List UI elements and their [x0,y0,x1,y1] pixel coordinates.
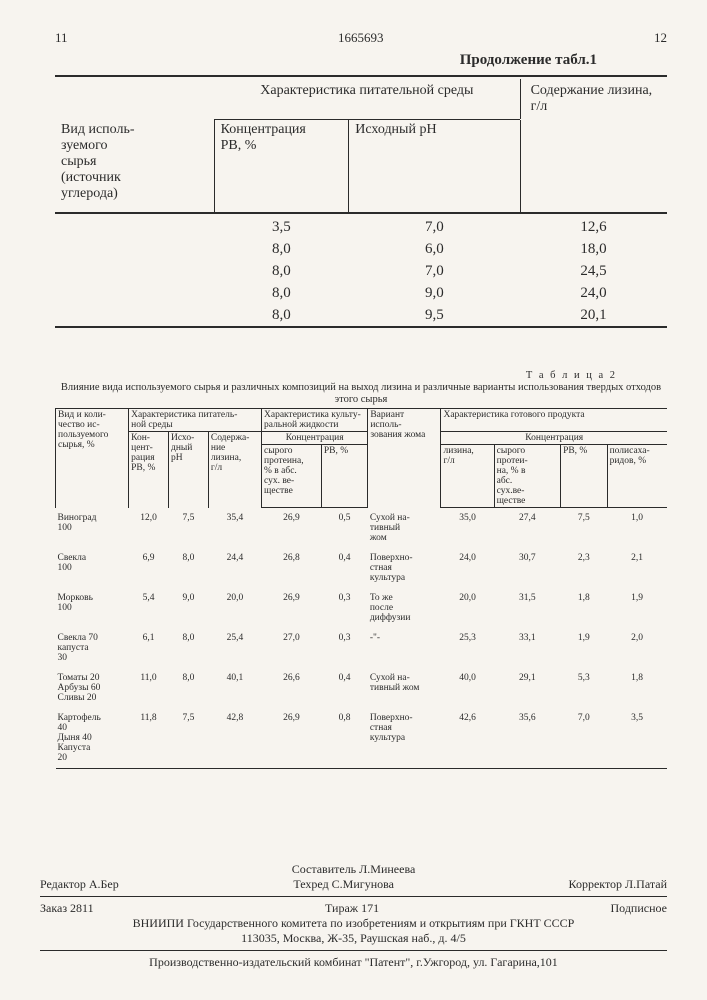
t1-media-header: Характеристика питательной среды [214,79,520,119]
table1-row: 3,57,012,6 [55,216,667,238]
table2-row: Виноград 10012,07,535,426,90,5Сухой на- … [56,508,668,548]
table1-row: 8,06,018,0 [55,238,667,260]
footer-corr: Корректор Л.Патай [569,877,667,892]
footer-editor: Редактор А.Бер [40,877,119,892]
table1-row: 8,09,520,1 [55,304,667,327]
page-left: 11 [55,30,68,46]
page-center: 1665693 [338,30,384,46]
t1-col-ph: Исходный pH [349,120,520,213]
table2-row: Томаты 20 Арбузы 60 Сливы 2011,08,040,12… [56,668,668,708]
footer: Составитель Л.Минеева Редактор А.Бер Тех… [40,862,667,970]
page-header: 11 1665693 12 [55,30,667,46]
footer-tiraz: Тираж 171 [325,901,379,916]
table1-row: 8,09,024,0 [55,282,667,304]
footer-compiler: Составитель Л.Минеева [40,862,667,877]
table2-row: Картофель 40 Дыня 40 Капуста 2011,87,542… [56,708,668,769]
table2-label: Т а б л и ц а 2 [55,370,617,382]
t1-lys-header: Содержание лизина, г/л [520,79,667,119]
table2-label-caption: Т а б л и ц а 2 Влияние вида используемо… [55,370,667,406]
table2-row: Морковь 1005,49,020,026,90,3То же после … [56,588,668,628]
footer-order: Заказ 2811 [40,901,94,916]
t1-col-conc: Концентрация РВ, % [214,120,349,213]
page-right: 12 [654,30,667,46]
footer-addr: 113035, Москва, Ж-35, Раушская наб., д. … [40,931,667,946]
table2: Вид и коли- чество ис- пользуемого сырья… [55,408,667,769]
footer-sub: Подписное [611,901,668,916]
t1-col-source: Вид исполь- зуемого сырья (источник угле… [55,120,214,213]
table1-row: 8,07,024,5 [55,260,667,282]
table2-caption: Влияние вида используемого сырья и разли… [61,382,661,405]
table1-continuation: Продолжение табл.1 [55,52,597,69]
table2-row: Свекла 70 капуста 306,18,025,427,00,3-"-… [56,628,668,668]
table1: Характеристика питательной среды Содержа… [55,75,667,330]
footer-org: ВНИИПИ Государственного комитета по изоб… [40,916,667,931]
table2-row: Свекла 1006,98,024,426,80,4Поверхно- стн… [56,548,668,588]
footer-tech: Техред С.Мигунова [293,877,394,892]
footer-pub: Производственно-издательский комбинат "П… [40,955,667,970]
